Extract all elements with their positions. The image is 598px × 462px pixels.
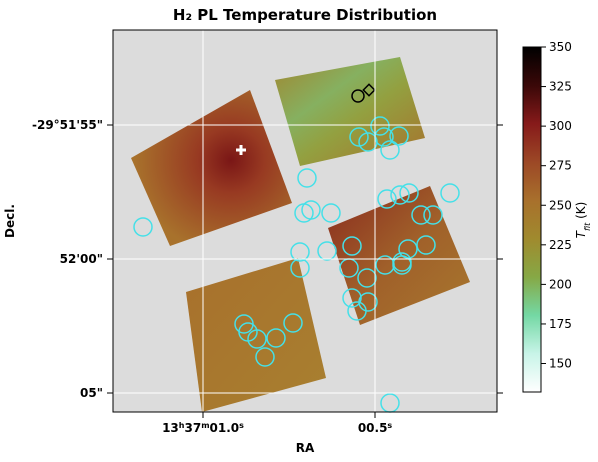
source-circle	[423, 205, 443, 225]
colorbar-tick-label: 300	[549, 119, 572, 133]
marker-circle	[351, 89, 365, 103]
source-circle	[375, 255, 395, 275]
colorbar-tick-label: 175	[549, 317, 572, 331]
source-circle	[370, 116, 390, 136]
source-circle	[255, 347, 275, 367]
source-circle	[440, 183, 460, 203]
chart-title: H₂ PL Temperature Distribution	[173, 6, 437, 24]
x-tick-label-part: 00.5	[358, 421, 388, 435]
map-patch	[131, 90, 292, 246]
source-circle	[392, 255, 412, 275]
source-circle	[317, 241, 337, 261]
source-circle	[247, 329, 267, 349]
source-circle	[283, 313, 303, 333]
colorbar-tick-label: 325	[549, 80, 572, 94]
colorbar-tick-label: 150	[549, 357, 572, 371]
x-tick-label-part: 37	[184, 421, 201, 435]
y-tick-label: 05"	[80, 386, 103, 400]
source-circle	[358, 292, 378, 312]
colorbar-label-part: fit	[583, 222, 592, 231]
source-circle	[389, 126, 409, 146]
colorbar-tick-label: 250	[549, 198, 572, 212]
x-axis-label: RA	[296, 441, 315, 455]
x-tick-label: 00.5s	[358, 421, 393, 436]
map-patch	[275, 57, 425, 166]
source-circle	[133, 217, 153, 237]
x-tick-label: 13h37m01.0s	[162, 421, 244, 436]
map	[131, 57, 470, 412]
source-circle	[411, 205, 431, 225]
colorbar-label-part: (K)	[574, 202, 588, 223]
colorbar-tick-label: 200	[549, 277, 572, 291]
colorbar-tick-label: 275	[549, 159, 572, 173]
x-tick-label-part: h	[179, 421, 185, 430]
source-circle	[266, 328, 286, 348]
x-tick-label-part: 13	[162, 421, 179, 435]
colorbar-label-part: T	[574, 229, 588, 238]
source-circle	[377, 189, 397, 209]
source-circle	[349, 127, 369, 147]
x-tick-label-part: s	[387, 421, 392, 430]
source-circle	[416, 235, 436, 255]
source-circle	[357, 268, 377, 288]
x-tick-label-part: m	[201, 421, 209, 430]
source-circle	[290, 242, 310, 262]
source-circle	[342, 288, 362, 308]
colorbar-label: Tfit (K)	[574, 202, 592, 239]
y-tick-label: 52'00"	[60, 252, 103, 266]
plot-frame	[112, 29, 498, 413]
colorbar	[522, 46, 542, 393]
colorbar-tick-label: 350	[549, 40, 572, 54]
source-circle	[321, 203, 341, 223]
source-circle	[390, 185, 410, 205]
map-patch	[328, 186, 470, 325]
marker-plus	[236, 145, 246, 155]
source-circle	[301, 200, 321, 220]
x-tick-label-part: 01.0	[210, 421, 240, 435]
x-tick-label-part: s	[239, 421, 244, 430]
y-tick-label: -29°51'55"	[32, 118, 103, 132]
marker-diamond	[362, 83, 376, 97]
source-circle	[380, 140, 400, 160]
y-axis-label: Decl.	[3, 204, 17, 238]
source-circle	[399, 183, 419, 203]
source-circle	[297, 168, 317, 188]
colorbar-tick-label: 225	[549, 238, 572, 252]
source-circle	[342, 236, 362, 256]
grid: 13h37m01.0s 00.5s-29°51'55"52'00"05"	[32, 30, 503, 435]
